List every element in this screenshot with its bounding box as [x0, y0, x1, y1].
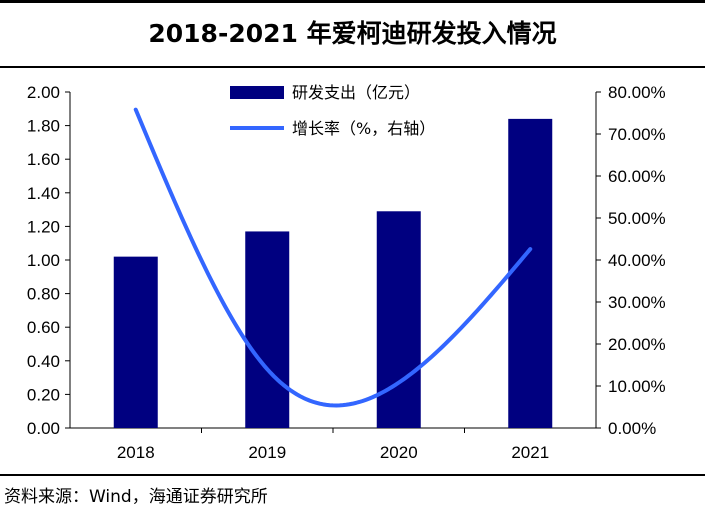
x-tick-label: 2021 [511, 443, 549, 462]
growth-rate-line [133, 107, 533, 408]
chart-title: 2018-2021 年爱柯迪研发投入情况 [148, 19, 557, 48]
line-series [133, 107, 533, 408]
right-tick-label: 20.00% [608, 335, 666, 354]
left-tick-label: 0.00 [27, 419, 60, 438]
chart-area: 0.00 0.20 0.40 0.60 0.80 1.00 1.20 1.40 1.60 1.80… [27, 83, 666, 462]
legend: 研发支出（亿元） 增长率（%，右轴） [230, 83, 435, 138]
right-tick-label: 80.00% [608, 83, 666, 102]
bar-2020 [376, 211, 421, 428]
left-tick-label: 0.20 [27, 385, 60, 404]
x-tick-label: 2019 [248, 443, 286, 462]
bottom-rule [0, 474, 705, 476]
right-tick-label: 0.00% [608, 419, 656, 438]
left-tick-label: 2.00 [27, 83, 60, 102]
right-tick-label: 60.00% [608, 167, 666, 186]
bar-2018 [113, 256, 158, 428]
bar-2019 [245, 231, 290, 428]
left-tick-label: 1.40 [27, 184, 60, 203]
x-tick-label: 2020 [380, 443, 418, 462]
left-tick-label: 1.60 [27, 150, 60, 169]
legend-label-bar: 研发支出（亿元） [292, 83, 420, 102]
right-tick-label: 70.00% [608, 125, 666, 144]
right-tick-label: 30.00% [608, 293, 666, 312]
left-tick-label: 0.60 [27, 318, 60, 337]
chart-axes: 0.00 0.20 0.40 0.60 0.80 1.00 1.20 1.40 1.60 1.80… [27, 83, 666, 462]
left-tick-label: 1.00 [27, 251, 60, 270]
left-tick-label: 0.80 [27, 285, 60, 304]
left-tick-label: 1.20 [27, 217, 60, 236]
legend-label-line: 增长率（%，右轴） [292, 119, 435, 138]
left-tick-label: 0.40 [27, 352, 60, 371]
top-rule [0, 0, 705, 3]
left-tick-label: 1.80 [27, 117, 60, 136]
bar-2021 [508, 118, 553, 428]
source-note: 资料来源：Wind，海通证券研究所 [4, 487, 268, 507]
right-tick-label: 10.00% [608, 377, 666, 396]
x-tick-label: 2018 [117, 443, 155, 462]
title-rule [0, 66, 705, 68]
right-tick-label: 50.00% [608, 209, 666, 228]
bar-series [113, 118, 553, 428]
right-tick-label: 40.00% [608, 251, 666, 270]
legend-swatch-bar [230, 86, 284, 99]
